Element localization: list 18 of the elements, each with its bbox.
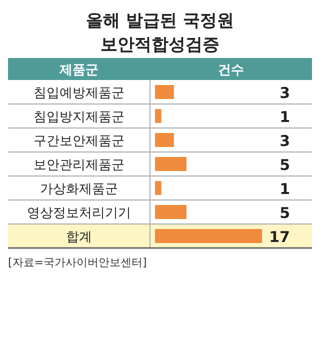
y-tick-label: 영상정보처리기기 (27, 206, 131, 221)
y-tick-label: 침입방지제품군 (34, 110, 124, 125)
y-tick-label: 보안관리제품군 (34, 158, 124, 173)
data-label: 5 (280, 156, 290, 174)
data-label: 17 (269, 228, 290, 246)
data-label: 5 (280, 204, 290, 222)
y-tick-label: 구간보안제품군 (34, 134, 124, 149)
data-label: 3 (280, 132, 290, 150)
y-tick-label: 합계 (66, 230, 92, 245)
chart-title: 올해 발급된 국정원 보안적합성검증 (86, 11, 234, 55)
y-tick-label: 침입예방제품군 (34, 86, 124, 101)
y-tick-label: 가상화제품군 (40, 182, 118, 197)
text: [자료=국가사이버안보센터] (8, 256, 147, 269)
data-label: 3 (280, 84, 290, 102)
data-label: 1 (280, 108, 290, 126)
y-axis-title: 제품군 (58, 63, 98, 78)
data-label: 1 (280, 180, 290, 198)
x-axis-title: 건수 (218, 63, 244, 78)
